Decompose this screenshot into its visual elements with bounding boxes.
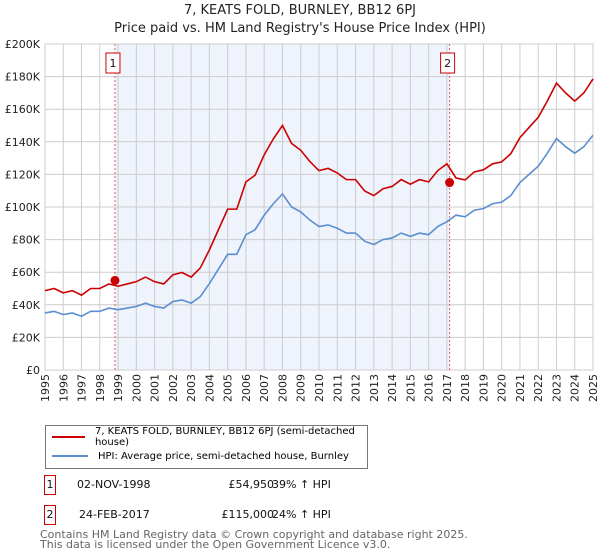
x-tick-label: 2011 [331,374,344,402]
y-tick-label: £100K [5,201,41,214]
x-tick-label: 2024 [569,374,582,402]
y-tick-label: £120K [5,168,41,181]
sale-marker-box: 2 [44,505,56,525]
y-tick-label: £20K [12,331,41,344]
x-tick-label: 2001 [149,374,162,402]
x-tick-label: 2015 [404,374,417,402]
hpi-line [44,134,594,318]
footer: Contains HM Land Registry data © Crown c… [40,528,468,551]
y-tick-label: £60K [12,266,41,279]
sale-label-box [440,52,456,74]
x-tick-label: 2017 [441,374,454,402]
y-tick-label: £200K [5,38,41,51]
x-tick-label: 2020 [496,374,509,402]
price-line [44,78,594,297]
legend-swatch-hpi [52,455,88,457]
x-tick-label: 2014 [386,374,399,402]
sale-label: 2 [444,57,451,70]
legend-swatch-price [52,436,85,438]
x-tick-label: 2006 [240,374,253,402]
x-tick-label: 2004 [203,374,216,402]
sale-marker-box: 1 [44,475,56,495]
legend: 7, KEATS FOLD, BURNLEY, BB12 6PJ (semi-d… [45,425,368,469]
sale-price: £54,950 [228,478,275,491]
x-tick-label: 2009 [295,374,308,402]
chart-title: 7, KEATS FOLD, BURNLEY, BB12 6PJ [183,3,417,18]
x-tick-label: 1998 [94,374,107,402]
x-tick-label: 2002 [167,374,180,402]
x-tick-label: 2021 [514,374,527,402]
x-tick-label: 2023 [550,374,563,402]
sale-point [110,275,120,285]
sale-point [445,178,455,188]
sale-date: 02-NOV-1998 [77,478,151,491]
sale-price: £115,000 [221,508,275,521]
x-tick-label: 2012 [350,374,363,402]
footer-line-1: Contains HM Land Registry data © Crown c… [40,528,468,541]
x-tick-label: 2008 [276,374,289,402]
x-tick-label: 2003 [185,374,198,402]
legend-label-price: 7, KEATS FOLD, BURNLEY, BB12 6PJ (semi-d… [94,426,355,448]
x-tick-label: 2010 [313,374,326,402]
x-tick-label: 2000 [130,374,143,402]
x-tick-label: 2007 [258,374,271,402]
x-tick-label: 2022 [532,374,545,402]
x-tick-label: 2025 [587,374,600,402]
sale-label-box [105,52,121,74]
x-tick-label: 2019 [477,374,490,402]
y-tick-label: £140K [5,136,41,149]
y-tick-label: £180K [5,71,41,84]
legend-label-hpi: HPI: Average price, semi-detached house,… [98,450,349,462]
x-tick-label: 1997 [76,374,89,402]
y-tick-label: £80K [12,234,41,247]
sale-date: 24-FEB-2017 [79,508,150,521]
plot-frame [44,43,594,371]
x-tick-label: 1996 [57,374,70,402]
sale-hpi-change: 24% ↑ HPI [272,508,331,521]
price-chart: 1995 1996 1997 1998 1999 2000 2001 2002 2003 2004… [5,38,600,402]
x-tick-label: 2013 [368,374,381,402]
y-tick-label: £40K [12,299,41,312]
footer-line-2: This data is licensed under the Open Gov… [40,538,391,551]
x-tick-label: 1995 [39,374,52,402]
sale-hpi-change: 39% ↑ HPI [272,478,331,491]
y-tick-label: £160K [5,103,41,116]
y-tick-label: £0 [26,364,40,377]
chart-subtitle: Price paid vs. HM Land Registry's House … [114,21,486,36]
x-tick-label: 2005 [222,374,235,402]
x-tick-label: 1999 [112,374,125,402]
x-tick-label: 2018 [459,374,472,402]
x-tick-label: 2016 [423,374,436,402]
sale-label: 1 [109,57,116,70]
